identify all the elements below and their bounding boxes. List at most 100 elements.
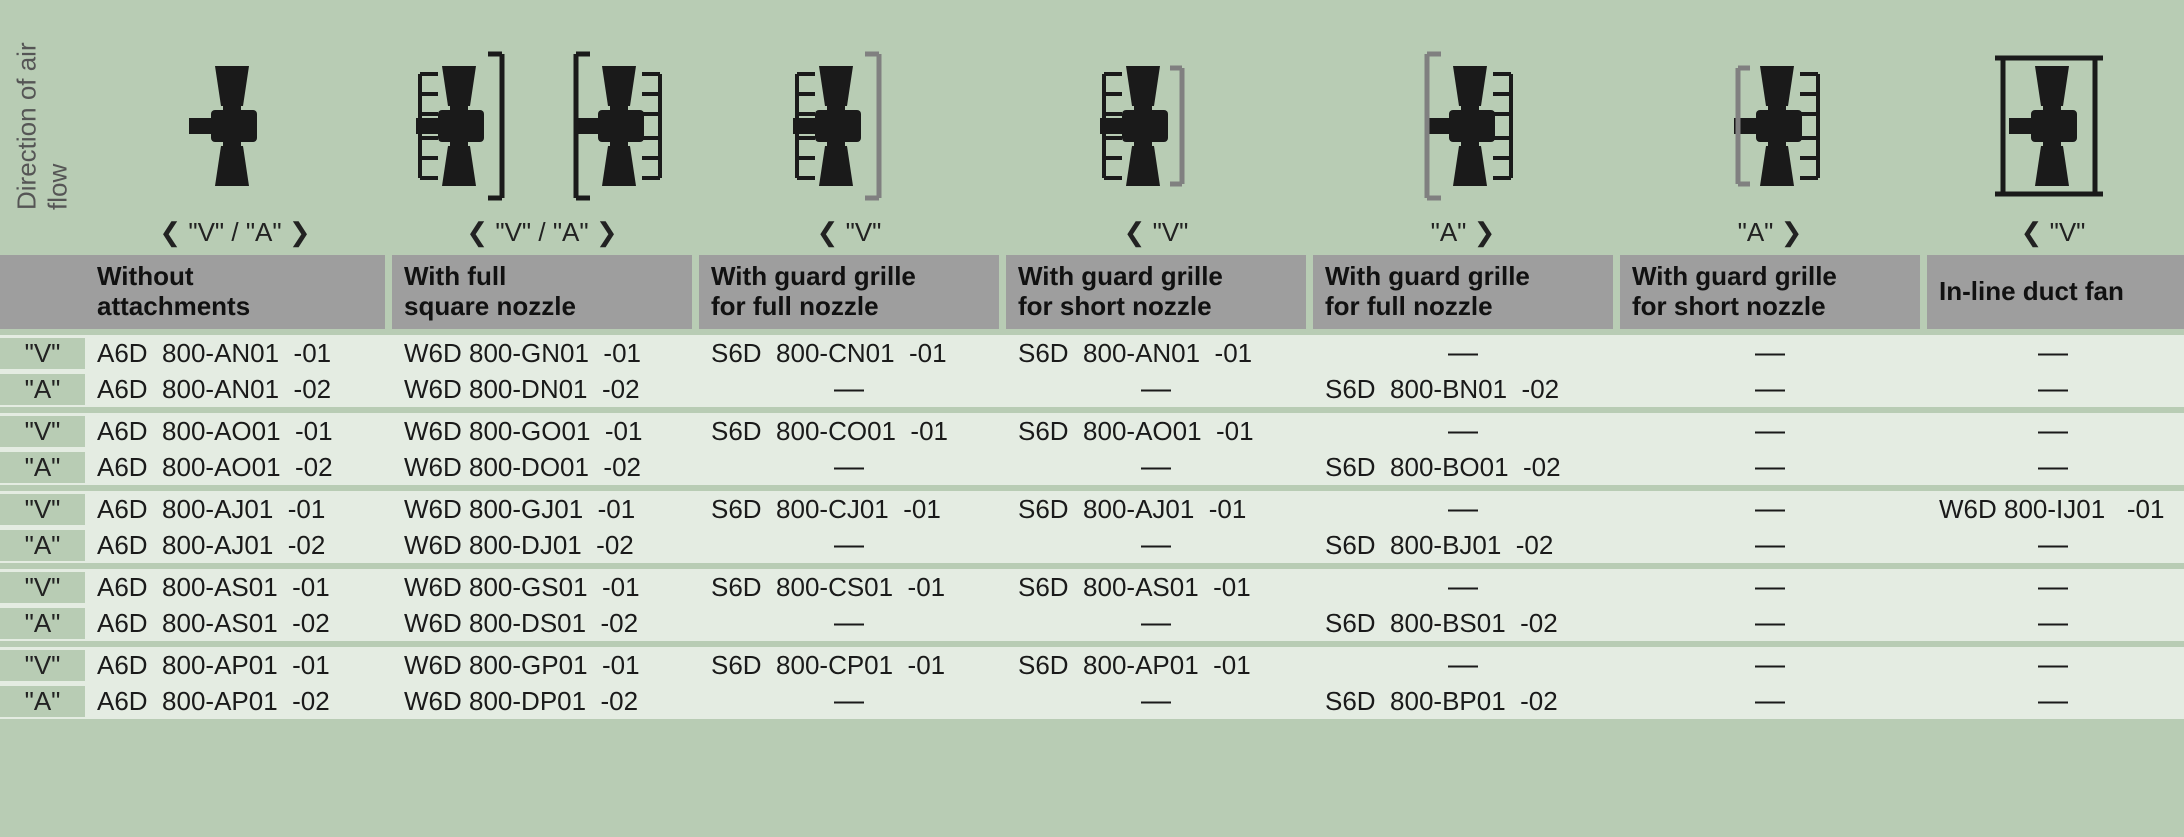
part-number-cell: A6D 800-AS01 -01 xyxy=(85,572,385,603)
part-number-cell: W6D 800-DP01 -02 xyxy=(392,686,692,717)
part-number-cell: W6D 800-DJ01 -02 xyxy=(392,530,692,561)
part-number-cell: S6D 800-CJ01 -01 xyxy=(699,494,999,525)
dir-label: ❮ "V" xyxy=(1006,210,1306,255)
part-number-cell: A6D 800-AJ01 -02 xyxy=(85,530,385,561)
dir-label: ❮ "V" / "A" ❯ xyxy=(392,210,692,255)
part-number-cell: W6D 800-GO01 -01 xyxy=(392,416,692,447)
table-row: "V"A6D 800-AP01 -01W6D 800-GP01 -01S6D 8… xyxy=(0,647,2184,683)
part-number-cell: A6D 800-AO01 -02 xyxy=(85,452,385,483)
fan-icon-grille-short-v xyxy=(1006,0,1306,210)
part-number-cell: S6D 800-CO01 -01 xyxy=(699,416,999,447)
part-number-cell: W6D 800-DS01 -02 xyxy=(392,608,692,639)
column-headers: Without attachments With full square noz… xyxy=(0,255,2184,329)
part-number-cell: A6D 800-AN01 -02 xyxy=(85,374,385,405)
part-number-cell: — xyxy=(699,684,999,718)
part-number-cell: — xyxy=(699,372,999,406)
row-type-label: "A" xyxy=(0,530,85,561)
part-number-cell: — xyxy=(1927,606,2179,640)
part-number-cell: — xyxy=(1006,606,1306,640)
row-type-label: "A" xyxy=(0,374,85,405)
table-row: "V"A6D 800-AJ01 -01W6D 800-GJ01 -01S6D 8… xyxy=(0,491,2184,527)
part-number-cell: — xyxy=(1927,372,2179,406)
table-row: "A"A6D 800-AN01 -02W6D 800-DN01 -02——S6D… xyxy=(0,371,2184,407)
part-number-cell: A6D 800-AJ01 -01 xyxy=(85,494,385,525)
part-number-cell: S6D 800-AP01 -01 xyxy=(1006,650,1306,681)
row-type-label: "V" xyxy=(0,416,85,447)
part-number-cell: — xyxy=(1620,606,1920,640)
fan-table: Direction of air flow xyxy=(0,0,2184,719)
part-number-cell: — xyxy=(1927,450,2179,484)
fan-icon-grille-full-v xyxy=(699,0,999,210)
table-row: "V"A6D 800-AS01 -01W6D 800-GS01 -01 S6D 8… xyxy=(0,569,2184,605)
part-number-cell: S6D 800-BO01 -02 xyxy=(1313,452,1613,483)
part-number-cell: W6D 800-GP01 -01 xyxy=(392,650,692,681)
part-number-cell: S6D 800-CN01 -01 xyxy=(699,338,999,369)
part-number-cell: — xyxy=(1313,648,1613,682)
part-number-cell: W6D 800-GN01 -01 xyxy=(392,338,692,369)
airflow-direction-label: Direction of air flow xyxy=(0,0,85,210)
row-type-label: "V" xyxy=(0,650,85,681)
part-number-cell: — xyxy=(1006,372,1306,406)
part-number-cell: S6D 800-BS01 -02 xyxy=(1313,608,1613,639)
part-number-cell: W6D 800-IJ01 -01 xyxy=(1927,494,2179,525)
part-number-cell: — xyxy=(1927,570,2179,604)
row-type-label: "A" xyxy=(0,686,85,717)
fan-icon-full-nozzle xyxy=(392,0,692,210)
dir-label: ❮ "V" / "A" ❯ xyxy=(85,210,385,255)
part-number-cell: — xyxy=(1620,492,1920,526)
fan-icon-plain xyxy=(85,0,385,210)
part-number-cell: — xyxy=(1620,528,1920,562)
part-number-cell: — xyxy=(1620,684,1920,718)
col-header: With guard grille for short nozzle xyxy=(1006,255,1306,329)
row-type-label: "V" xyxy=(0,494,85,525)
fan-icon-grille-short-a xyxy=(1620,0,1920,210)
part-number-cell: W6D 800-GS01 -01 xyxy=(392,572,692,603)
part-number-cell: A6D 800-AP01 -02 xyxy=(85,686,385,717)
part-number-cell: — xyxy=(1927,336,2179,370)
part-number-cell: — xyxy=(1313,414,1613,448)
col-header: In-line duct fan xyxy=(1927,255,2179,329)
part-number-cell: — xyxy=(1006,684,1306,718)
part-number-cell: — xyxy=(699,528,999,562)
data-block: "V"A6D 800-AN01 -01W6D 800-GN01 -01S6D 8… xyxy=(0,329,2184,407)
table-row: "A"A6D 800-AO01 -02W6D 800-DO01 -02——S6D… xyxy=(0,449,2184,485)
part-number-cell: — xyxy=(1313,492,1613,526)
row-type-label: "A" xyxy=(0,452,85,483)
part-number-cell: S6D 800-BN01 -02 xyxy=(1313,374,1613,405)
part-number-cell: — xyxy=(1006,450,1306,484)
part-number-cell: W6D 800-GJ01 -01 xyxy=(392,494,692,525)
row-type-label: "V" xyxy=(0,572,85,603)
table-row: "A"A6D 800-AJ01 -02W6D 800-DJ01 -02——S6D… xyxy=(0,527,2184,563)
table-row: "A"A6D 800-AS01 -02W6D 800-DS01 -02——S6D… xyxy=(0,605,2184,641)
dir-label: ❮ "V" xyxy=(699,210,999,255)
part-number-cell: — xyxy=(1620,570,1920,604)
data-block: "V"A6D 800-AP01 -01W6D 800-GP01 -01S6D 8… xyxy=(0,641,2184,719)
part-number-cell: — xyxy=(1620,336,1920,370)
icon-header-row: Direction of air flow xyxy=(0,0,2184,210)
part-number-cell: A6D 800-AO01 -01 xyxy=(85,416,385,447)
table-row: "V"A6D 800-AO01 -01W6D 800-GO01 -01S6D 8… xyxy=(0,413,2184,449)
col-header: With full square nozzle xyxy=(392,255,692,329)
part-number-cell: — xyxy=(1620,450,1920,484)
col-header: With guard grille for full nozzle xyxy=(1313,255,1613,329)
part-number-cell: — xyxy=(1620,648,1920,682)
part-number-cell: S6D 800-AO01 -01 xyxy=(1006,416,1306,447)
part-number-cell: — xyxy=(1620,414,1920,448)
data-block: "V"A6D 800-AO01 -01W6D 800-GO01 -01S6D 8… xyxy=(0,407,2184,485)
part-number-cell: W6D 800-DN01 -02 xyxy=(392,374,692,405)
part-number-cell: S6D 800-AS01 -01 xyxy=(1006,572,1306,603)
direction-label-row: ❮ "V" / "A" ❯ ❮ "V" / "A" ❯ ❮ "V" ❮ "V" … xyxy=(0,210,2184,255)
part-number-cell: S6D 800-BP01 -02 xyxy=(1313,686,1613,717)
part-number-cell: — xyxy=(699,606,999,640)
part-number-cell: — xyxy=(1006,528,1306,562)
col-header: Without attachments xyxy=(85,255,385,329)
part-number-cell: — xyxy=(699,450,999,484)
part-number-cell: W6D 800-DO01 -02 xyxy=(392,452,692,483)
dir-label: "A" ❯ xyxy=(1313,210,1613,255)
dir-label: "A" ❯ xyxy=(1620,210,1920,255)
data-block: "V"A6D 800-AJ01 -01W6D 800-GJ01 -01S6D 8… xyxy=(0,485,2184,563)
part-number-cell: A6D 800-AN01 -01 xyxy=(85,338,385,369)
part-number-cell: S6D 800-BJ01 -02 xyxy=(1313,530,1613,561)
part-number-cell: — xyxy=(1620,372,1920,406)
part-number-cell: — xyxy=(1313,570,1613,604)
